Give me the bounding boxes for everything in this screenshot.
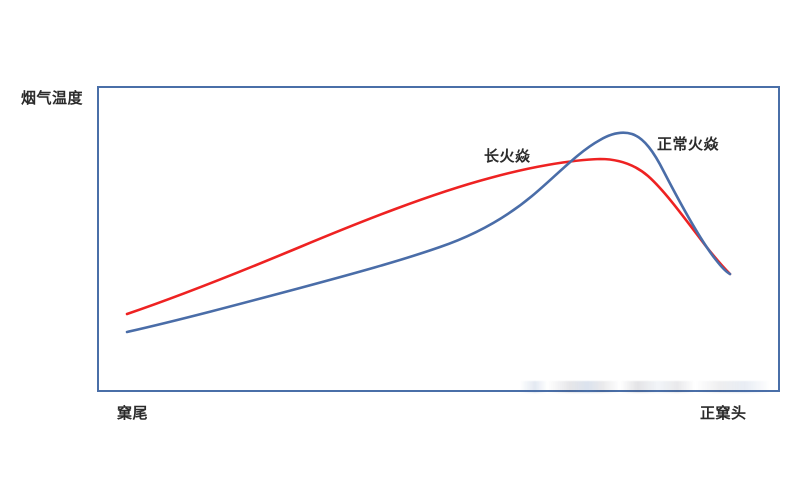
x-axis-label-kiln-tail: 窠尾 <box>117 404 149 422</box>
x-axis-label-kiln-head: 正窠头 <box>700 404 747 422</box>
plot-frame <box>97 86 780 392</box>
y-axis-label: 烟气温度 <box>21 89 84 107</box>
series-annotation-long-flame: 长火焱 <box>484 147 531 165</box>
series-annotation-normal-flame: 正常火焱 <box>657 135 720 153</box>
